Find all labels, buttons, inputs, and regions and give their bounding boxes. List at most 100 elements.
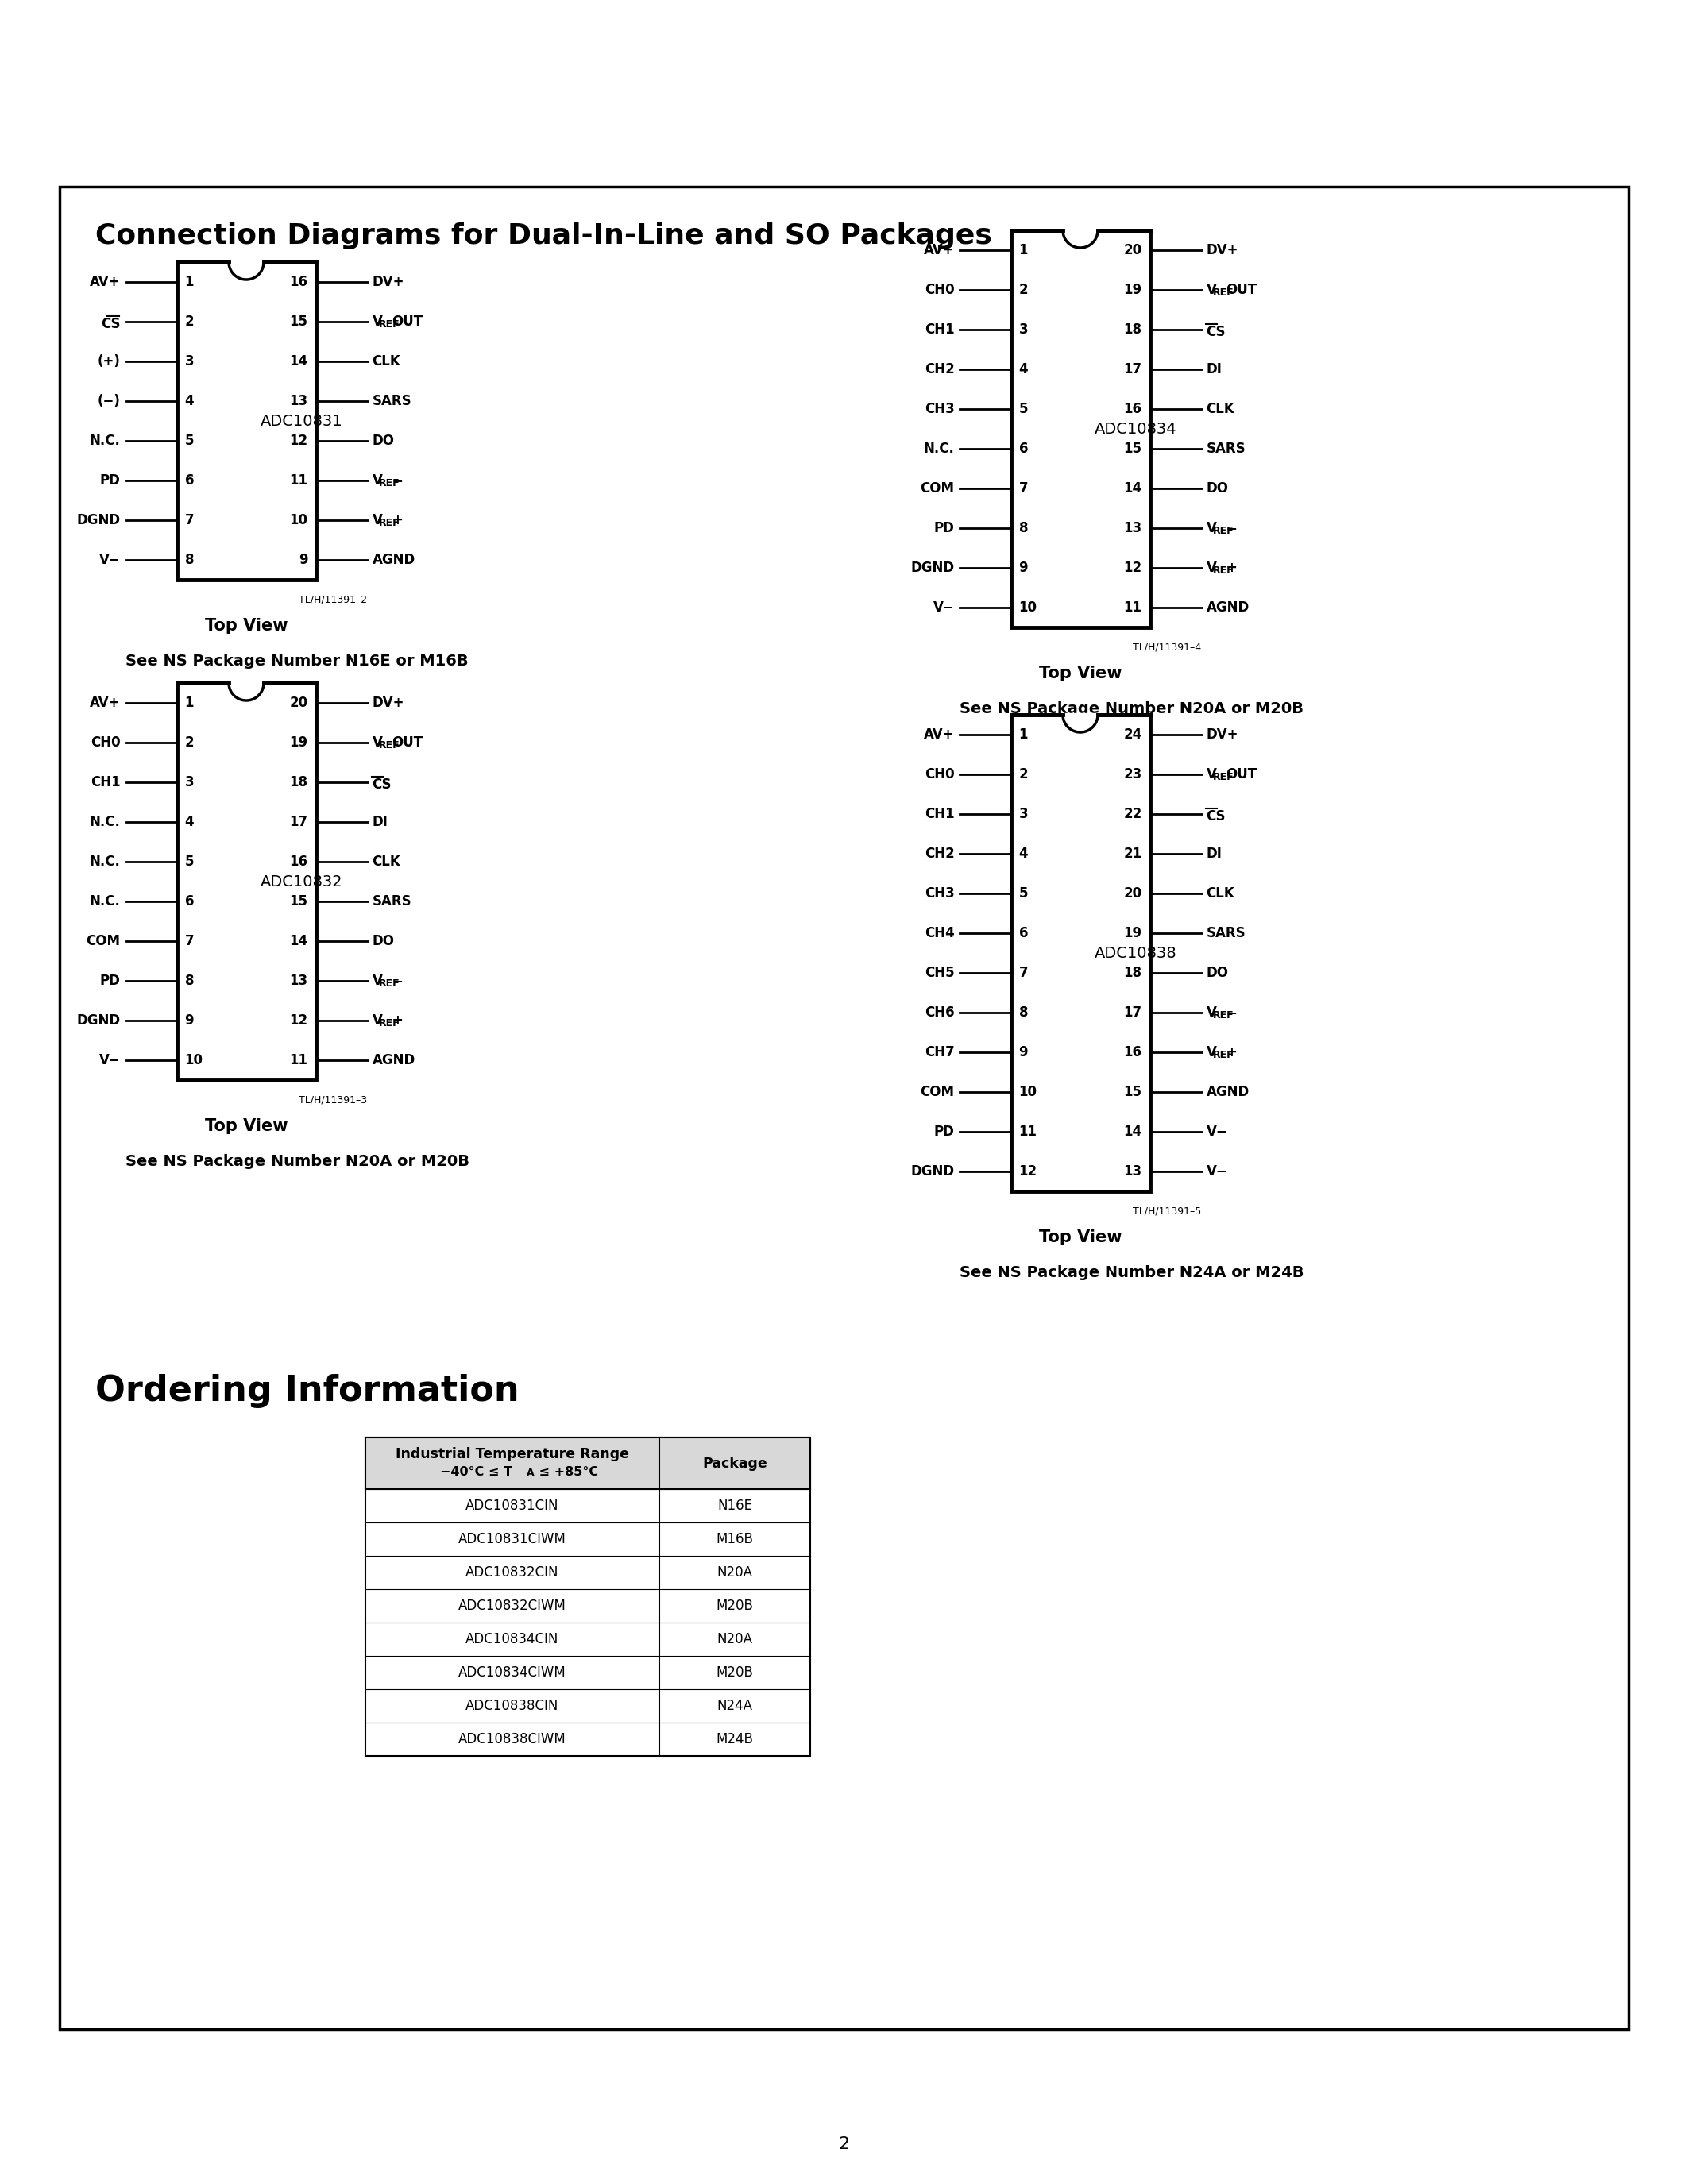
Text: N24A: N24A	[717, 1699, 753, 1712]
Text: CH1: CH1	[925, 323, 954, 336]
Text: 19: 19	[1124, 282, 1141, 297]
Text: REF: REF	[378, 1018, 400, 1029]
Text: V: V	[371, 513, 383, 526]
Text: 6: 6	[1020, 441, 1028, 456]
Text: N20A: N20A	[717, 1631, 753, 1647]
Text: CH1: CH1	[925, 806, 954, 821]
Text: V−: V−	[1207, 1125, 1227, 1138]
Text: 24: 24	[1124, 727, 1141, 743]
Text: V: V	[371, 474, 383, 487]
Text: CH7: CH7	[925, 1046, 954, 1059]
Text: Industrial Temperature Range: Industrial Temperature Range	[395, 1448, 630, 1461]
Text: REF: REF	[1214, 1009, 1234, 1020]
Text: 15: 15	[290, 893, 307, 909]
Text: DGND: DGND	[910, 561, 954, 574]
Text: DV+: DV+	[371, 697, 405, 710]
Text: V: V	[1207, 1046, 1217, 1059]
Text: 11: 11	[290, 474, 307, 487]
Text: V: V	[371, 974, 383, 987]
Text: CH0: CH0	[91, 736, 120, 749]
Bar	[177, 262, 316, 579]
Text: 13: 13	[289, 974, 307, 987]
Text: DGND: DGND	[76, 1013, 120, 1029]
Text: DO: DO	[1207, 965, 1229, 981]
Text: (−): (−)	[98, 393, 120, 408]
Text: 3: 3	[184, 354, 194, 369]
Text: ADC10831CIN: ADC10831CIN	[466, 1498, 559, 1514]
Text: SARS: SARS	[1207, 441, 1246, 456]
Text: AV+: AV+	[89, 275, 120, 288]
Text: −: −	[392, 974, 403, 987]
Text: AV+: AV+	[89, 697, 120, 710]
Text: 2: 2	[1020, 282, 1028, 297]
Text: +: +	[392, 1013, 403, 1029]
Text: M20B: M20B	[716, 1599, 753, 1614]
Text: 10: 10	[184, 1053, 203, 1068]
Text: N.C.: N.C.	[923, 441, 954, 456]
Text: 3: 3	[1020, 806, 1028, 821]
Text: 18: 18	[1124, 323, 1141, 336]
Text: 13: 13	[289, 393, 307, 408]
Text: V: V	[1207, 1005, 1217, 1020]
Text: V: V	[1207, 522, 1217, 535]
Text: ADC10834: ADC10834	[1094, 422, 1177, 437]
Text: SARS: SARS	[371, 393, 412, 408]
Text: Top View: Top View	[204, 1118, 287, 1133]
Text: 6: 6	[1020, 926, 1028, 941]
Text: ADC10838CIWM: ADC10838CIWM	[459, 1732, 565, 1747]
Text: 18: 18	[290, 775, 307, 788]
Text: V: V	[371, 314, 383, 330]
Text: CH0: CH0	[925, 282, 954, 297]
Text: 6: 6	[184, 474, 194, 487]
Text: V: V	[371, 736, 383, 749]
Text: 12: 12	[289, 1013, 307, 1029]
Text: 17: 17	[1124, 1005, 1141, 1020]
Text: ADC10831CIWM: ADC10831CIWM	[459, 1531, 567, 1546]
Text: CH2: CH2	[925, 363, 954, 376]
Text: PD: PD	[100, 474, 120, 487]
Text: CS: CS	[371, 778, 392, 793]
Text: CLK: CLK	[1207, 402, 1234, 417]
Text: 8: 8	[1020, 522, 1028, 535]
Text: CH1: CH1	[91, 775, 120, 788]
Text: DV+: DV+	[371, 275, 405, 288]
Text: V−: V−	[100, 553, 120, 568]
Text: 7: 7	[1020, 480, 1028, 496]
Text: CLK: CLK	[371, 354, 400, 369]
Text: 11: 11	[290, 1053, 307, 1068]
Text: 13: 13	[1124, 1164, 1141, 1179]
Text: 11: 11	[1124, 601, 1141, 614]
Text: PD: PD	[933, 522, 954, 535]
Text: AV+: AV+	[923, 727, 954, 743]
Text: DI: DI	[1207, 363, 1222, 376]
Text: N.C.: N.C.	[89, 854, 120, 869]
Text: −: −	[392, 474, 403, 487]
Text: 23: 23	[1124, 767, 1141, 782]
Text: 14: 14	[1124, 480, 1141, 496]
Text: COM: COM	[920, 1085, 954, 1099]
Text: See NS Package Number N20A or M20B: See NS Package Number N20A or M20B	[125, 1153, 469, 1168]
Text: CH0: CH0	[925, 767, 954, 782]
Text: N.C.: N.C.	[89, 815, 120, 830]
Text: See NS Package Number N24A or M24B: See NS Package Number N24A or M24B	[959, 1265, 1303, 1280]
Text: CH4: CH4	[925, 926, 954, 941]
Text: 1: 1	[1020, 242, 1028, 258]
Text: ADC10832CIWM: ADC10832CIWM	[459, 1599, 567, 1614]
Text: V: V	[371, 1013, 383, 1029]
Text: DGND: DGND	[76, 513, 120, 526]
Text: 18: 18	[1124, 965, 1141, 981]
Text: 16: 16	[1124, 1046, 1141, 1059]
Text: REF: REF	[378, 740, 400, 749]
Text: M24B: M24B	[716, 1732, 753, 1747]
Text: 1: 1	[184, 697, 194, 710]
Text: REF: REF	[1214, 526, 1234, 535]
Text: REF: REF	[378, 319, 400, 330]
Text: V: V	[1207, 767, 1217, 782]
Text: Top View: Top View	[1038, 1230, 1123, 1245]
Text: 5: 5	[184, 854, 194, 869]
Bar	[365, 1437, 810, 1489]
Text: AGND: AGND	[1207, 601, 1249, 614]
Text: N.C.: N.C.	[89, 893, 120, 909]
Text: 6: 6	[184, 893, 194, 909]
Text: DV+: DV+	[1207, 242, 1239, 258]
